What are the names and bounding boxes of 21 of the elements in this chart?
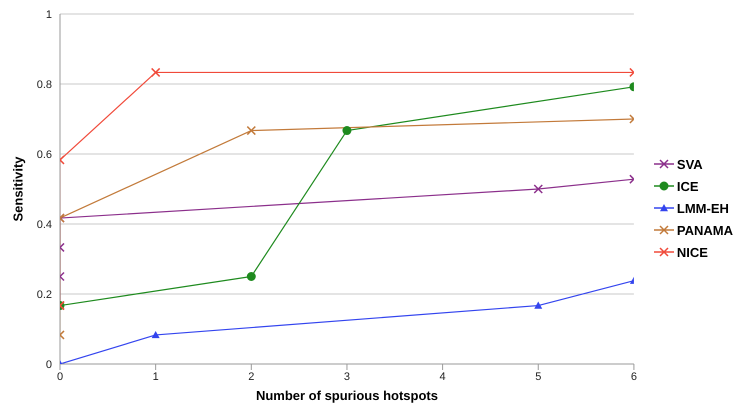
legend-label: LMM-EH <box>676 200 729 216</box>
x-tick-label: 3 <box>344 370 350 383</box>
y-axis-title: Sensitivity <box>10 156 26 222</box>
y-tick-label: 0.2 <box>36 288 52 301</box>
x-tick-label: 4 <box>440 370 446 383</box>
legend-label: SVA <box>676 156 703 172</box>
x-tick-label: 0 <box>56 370 64 383</box>
x-tick-label: 1 <box>152 370 159 383</box>
x-tick-label: 5 <box>535 370 542 383</box>
x-axis-title: Number of spurious hotspots <box>256 388 438 403</box>
y-tick-label: 0.6 <box>36 148 52 161</box>
legend-label: PANAMA <box>676 222 733 238</box>
legend-label: NICE <box>676 244 708 260</box>
point <box>152 330 160 338</box>
legend-label: ICE <box>676 178 699 194</box>
y-tick-label: 0 <box>46 358 52 371</box>
x-tick-label: 6 <box>630 370 637 383</box>
x-tick-label: 2 <box>248 370 254 383</box>
y-tick-label: 0.4 <box>36 218 52 231</box>
y-tick-label: 1 <box>46 8 52 21</box>
y-tick-label: 0.8 <box>36 78 52 91</box>
